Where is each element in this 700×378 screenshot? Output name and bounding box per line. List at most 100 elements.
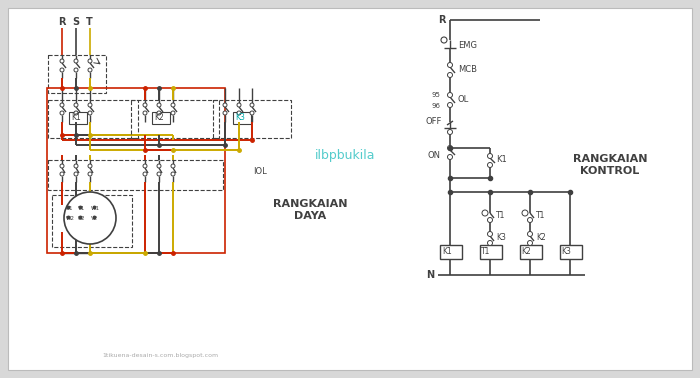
Circle shape [88,111,92,115]
Text: RANGKAIAN
KONTROL: RANGKAIAN KONTROL [573,154,648,176]
Circle shape [60,59,64,63]
Text: T: T [86,17,92,27]
Circle shape [74,68,78,72]
Circle shape [143,172,147,176]
Circle shape [487,231,493,237]
Circle shape [447,130,452,135]
Circle shape [223,111,227,115]
Text: ilbpbukila: ilbpbukila [315,149,375,161]
Circle shape [143,164,147,168]
Text: K1: K1 [496,155,507,164]
Circle shape [171,164,175,168]
Circle shape [171,172,175,176]
Bar [560,245,582,259]
Circle shape [482,210,488,216]
Circle shape [88,164,92,168]
Circle shape [237,103,241,107]
Circle shape [522,210,528,216]
Circle shape [250,111,254,115]
Circle shape [88,59,92,63]
Bar [48,160,223,190]
Text: IOL: IOL [253,167,267,177]
Bar [47,88,225,253]
Text: K2: K2 [154,113,164,122]
Text: N: N [426,270,434,280]
Circle shape [88,68,92,72]
Bar [440,245,462,259]
Circle shape [171,111,175,115]
Circle shape [60,111,64,115]
Circle shape [447,62,452,68]
Text: K1: K1 [442,248,452,257]
Circle shape [487,240,493,245]
Circle shape [157,111,161,115]
Circle shape [143,111,147,115]
Text: T1: T1 [481,248,491,257]
Text: K3: K3 [496,234,506,243]
Text: T1: T1 [496,211,505,220]
Circle shape [237,111,241,115]
Circle shape [88,103,92,107]
Circle shape [447,146,452,150]
Text: K3: K3 [235,113,245,122]
Circle shape [157,103,161,107]
Text: K3: K3 [561,248,571,257]
Text: MCB: MCB [458,65,477,74]
Text: U2: U2 [78,215,85,220]
Circle shape [447,155,452,160]
Circle shape [74,59,78,63]
Circle shape [60,164,64,168]
Circle shape [60,172,64,176]
Text: V1: V1 [78,206,85,211]
Bar [48,55,106,93]
Circle shape [60,103,64,107]
Text: OL: OL [458,96,469,104]
Text: U1: U1 [66,206,74,211]
Bar [233,112,251,124]
Bar [131,100,219,138]
Circle shape [528,217,533,223]
Text: ON: ON [428,150,441,160]
Text: K2: K2 [536,234,546,243]
Bar [520,245,542,259]
Circle shape [528,240,533,245]
Circle shape [487,153,493,158]
Text: 95: 95 [432,92,441,98]
Text: OFF: OFF [426,118,442,127]
Text: R: R [438,15,445,25]
Circle shape [74,103,78,107]
Text: 1tikuena-desain-s.com.blogspot.com: 1tikuena-desain-s.com.blogspot.com [102,353,218,358]
Text: V2: V2 [91,215,98,220]
Circle shape [441,37,447,43]
Text: 96: 96 [432,103,441,109]
Circle shape [250,103,254,107]
Circle shape [74,164,78,168]
Circle shape [447,102,452,107]
Bar [213,100,291,138]
Text: W2: W2 [66,215,75,220]
Bar [52,195,132,247]
Circle shape [143,103,147,107]
Circle shape [157,172,161,176]
Circle shape [74,172,78,176]
Text: R: R [58,17,66,27]
Text: EMG: EMG [458,40,477,50]
Circle shape [60,68,64,72]
Text: S: S [72,17,79,27]
Circle shape [74,111,78,115]
Circle shape [447,93,452,98]
Text: T1: T1 [536,211,545,220]
Circle shape [487,163,493,167]
Bar [152,112,170,124]
Text: W1: W1 [91,206,100,211]
Bar [48,100,138,138]
Text: K2: K2 [521,248,531,257]
Circle shape [157,164,161,168]
Circle shape [223,103,227,107]
Circle shape [88,172,92,176]
Bar [69,112,87,124]
Circle shape [528,231,533,237]
Text: K1: K1 [71,113,80,122]
Circle shape [171,103,175,107]
Circle shape [487,217,493,223]
